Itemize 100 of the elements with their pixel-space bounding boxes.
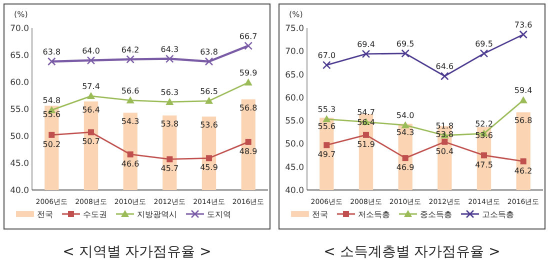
data-label: 49.7	[318, 150, 336, 160]
point	[87, 92, 95, 100]
data-label: 54.7	[357, 108, 375, 117]
data-label: 63.8	[42, 47, 61, 56]
point	[244, 78, 252, 86]
y-tick-label: 50.0	[285, 140, 304, 150]
y-tick-label: 50.0	[10, 132, 29, 142]
point	[166, 156, 173, 162]
y-tick-label: 55.0	[285, 116, 304, 127]
point	[519, 30, 528, 39]
point	[86, 56, 96, 65]
y-tick-label: 60.0	[10, 78, 29, 88]
data-label: 55.3	[318, 105, 336, 114]
point	[48, 57, 56, 66]
point	[520, 158, 526, 164]
y-axis-title: (%)	[289, 10, 303, 19]
point	[127, 151, 134, 158]
point	[126, 96, 134, 104]
data-label: 69.5	[396, 39, 414, 48]
data-label: 45.7	[160, 164, 179, 174]
data-label: 46.2	[514, 166, 532, 176]
y-tick-label: 70.0	[10, 24, 29, 34]
point	[322, 115, 331, 122]
point	[204, 57, 214, 66]
y-tick-label: 70.0	[285, 47, 304, 58]
point	[401, 49, 410, 58]
y-axis-title: (%)	[14, 10, 28, 19]
data-label: 56.4	[82, 105, 100, 114]
y-tick-label: 60.0	[285, 93, 304, 104]
legend-label: 고소득층	[482, 210, 514, 219]
data-label: 64.6	[436, 62, 454, 72]
data-label: 64.3	[160, 44, 179, 54]
legend-label: 전국	[37, 210, 53, 219]
data-label: 56.3	[160, 88, 179, 97]
data-label: 46.6	[121, 159, 140, 168]
point	[401, 121, 410, 128]
legend-label: 저소득층	[358, 210, 390, 219]
data-label: 50.4	[436, 146, 454, 156]
data-label: 73.6	[514, 20, 532, 30]
point	[244, 42, 252, 50]
data-label: 66.7	[239, 32, 258, 41]
data-label: 56.8	[514, 116, 532, 126]
point	[166, 98, 174, 105]
data-label: 64.2	[121, 45, 140, 54]
legend-label: 도지역	[207, 210, 231, 219]
y-tick-label: 40.0	[10, 186, 29, 196]
data-label: 54.3	[396, 128, 414, 137]
point	[322, 60, 331, 70]
data-label: 55.6	[318, 122, 336, 131]
point	[362, 50, 370, 58]
point	[126, 55, 134, 64]
data-label: 50.2	[42, 140, 61, 149]
y-tick-label: 40.0	[285, 186, 304, 196]
data-label: 53.6	[475, 131, 493, 140]
data-label: 59.4	[514, 86, 532, 96]
data-label: 50.7	[82, 137, 100, 146]
y-tick-label: 65.0	[10, 51, 29, 61]
data-label: 47.5	[475, 160, 493, 170]
point	[442, 138, 448, 145]
data-label: 56.8	[239, 103, 258, 112]
text: < 지역별 자가점유율 >	[62, 244, 212, 260]
data-label: 51.9	[357, 140, 375, 149]
legend-label: 중소득층	[420, 210, 452, 219]
data-label: 69.4	[357, 40, 375, 49]
point	[363, 132, 369, 138]
data-label: 67.0	[318, 51, 336, 60]
y-tick-label: 45.0	[285, 162, 304, 173]
data-label: 63.8	[200, 47, 218, 56]
data-label: 59.9	[239, 68, 258, 78]
data-label: 55.6	[42, 110, 61, 119]
data-label: 53.6	[200, 120, 218, 130]
point	[48, 132, 55, 138]
point	[245, 138, 252, 145]
legend-label: 전국	[312, 210, 328, 219]
data-label: 54.0	[396, 111, 414, 120]
data-label: 54.8	[42, 96, 61, 106]
data-label: 56.6	[121, 86, 140, 96]
point	[324, 142, 330, 148]
point	[88, 129, 94, 136]
data-label: 69.5	[475, 39, 493, 48]
point	[480, 49, 488, 58]
data-label: 51.8	[436, 121, 454, 130]
data-label: 53.8	[160, 119, 179, 128]
data-label: 45.9	[200, 163, 218, 172]
point	[519, 96, 528, 104]
data-label: 56.5	[200, 86, 218, 96]
y-tick-label: 75.0	[285, 24, 304, 34]
data-label: 64.0	[82, 46, 100, 56]
data-label: 46.9	[396, 163, 414, 172]
point	[481, 152, 487, 158]
data-label: 54.3	[121, 116, 140, 126]
legend-label: 수도권	[83, 210, 107, 219]
y-tick-label: 45.0	[10, 159, 29, 169]
point	[205, 96, 213, 104]
point	[166, 54, 174, 63]
data-label: 57.4	[82, 82, 100, 92]
y-tick-label: 65.0	[285, 70, 304, 80]
legend-label: 지방광역시	[137, 210, 177, 219]
data-label: 48.9	[239, 146, 258, 156]
data-label: 52.2	[475, 120, 493, 129]
